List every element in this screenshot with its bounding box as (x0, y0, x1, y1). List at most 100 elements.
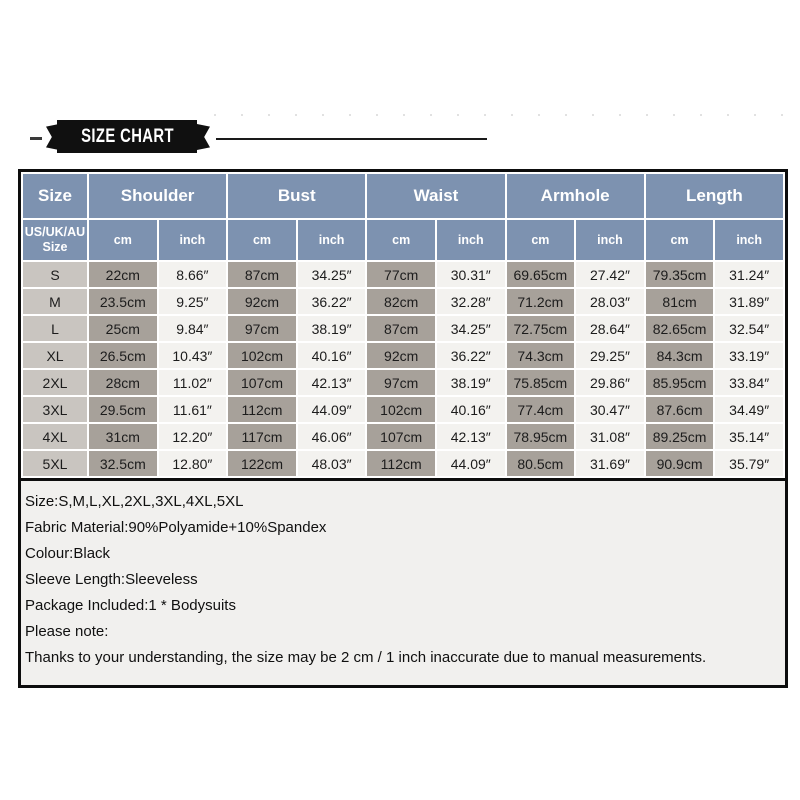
cell-measurement: 28.64″ (576, 316, 644, 341)
note-line: Size:S,M,L,XL,2XL,3XL,4XL,5XL (25, 493, 244, 510)
cell-measurement: 12.20″ (158, 424, 227, 449)
cell-measurement: 30.47″ (576, 397, 644, 422)
cell-measurement: 12.80″ (158, 451, 227, 476)
note-line: Fabric Material:90%Polyamide+10%Spandex (25, 519, 327, 536)
unit-cm-label: cm (89, 220, 157, 260)
table-row: 3XL 29.5cm 11.61″ 112cm 44.09″ 102cm 40.16″ 77.… (23, 397, 783, 422)
cell-measurement: 90.9cm (645, 451, 714, 476)
cell-measurement: 102cm (228, 343, 296, 368)
table-header-units: US/UK/AU Size cm inch cm inch cm inch cm… (23, 220, 783, 260)
cell-measurement: 38.19″ (436, 370, 505, 395)
cell-measurement: 112cm (367, 451, 435, 476)
cell-measurement: 11.02″ (158, 370, 227, 395)
cell-measurement: 31.69″ (576, 451, 644, 476)
cell-measurement: 11.61″ (158, 397, 227, 422)
cell-measurement: 29.5cm (89, 397, 157, 422)
unit-inch-label: inch (715, 220, 783, 260)
cell-measurement: 35.79″ (715, 451, 783, 476)
decorative-dash (30, 137, 42, 140)
unit-cm-label: cm (367, 220, 435, 260)
cell-measurement: 31cm (89, 424, 157, 449)
cell-measurement: 36.22″ (436, 343, 505, 368)
cell-size-label: 4XL (23, 424, 87, 449)
cell-measurement: 10.43″ (158, 343, 227, 368)
cell-measurement: 9.84″ (158, 316, 227, 341)
product-notes: Size:S,M,L,XL,2XL,3XL,4XL,5XL Fabric Mate… (21, 478, 785, 685)
cell-measurement: 27.42″ (576, 262, 644, 287)
table-row: 5XL 32.5cm 12.80″ 122cm 48.03″ 112cm 44.09″ 80.… (23, 451, 783, 476)
cell-measurement: 38.19″ (297, 316, 366, 341)
cell-measurement: 44.09″ (297, 397, 366, 422)
cell-measurement: 35.14″ (715, 424, 783, 449)
cell-measurement: 32.5cm (89, 451, 157, 476)
cell-measurement: 31.24″ (715, 262, 783, 287)
unit-cm-label: cm (506, 220, 575, 260)
divider-line (216, 138, 487, 140)
cell-size-label: 3XL (23, 397, 87, 422)
cell-measurement: 34.25″ (436, 316, 505, 341)
cell-measurement: 117cm (228, 424, 296, 449)
table-row: 2XL 28cm 11.02″ 107cm 42.13″ 97cm 38.19″ 75.85c… (23, 370, 783, 395)
cell-size-label: 2XL (23, 370, 87, 395)
cell-measurement: 34.49″ (715, 397, 783, 422)
cell-size-label: L (23, 316, 87, 341)
cell-measurement: 34.25″ (297, 262, 366, 287)
cell-measurement: 89.25cm (645, 424, 714, 449)
cell-measurement: 30.31″ (436, 262, 505, 287)
cell-size-label: XL (23, 343, 87, 368)
cell-measurement: 31.08″ (576, 424, 644, 449)
col-header-bust: Bust (228, 174, 366, 218)
cell-measurement: 102cm (367, 397, 435, 422)
note-line: Thanks to your understanding, the size m… (25, 649, 707, 666)
cell-measurement: 28.03″ (576, 289, 644, 314)
table-row: 4XL 31cm 12.20″ 117cm 46.06″ 107cm 42.13″ 78.95… (23, 424, 783, 449)
cell-measurement: 36.22″ (297, 289, 366, 314)
cell-measurement: 82cm (367, 289, 435, 314)
cell-measurement: 44.09″ (436, 451, 505, 476)
cell-measurement: 97cm (228, 316, 296, 341)
cell-measurement: 107cm (228, 370, 296, 395)
cell-measurement: 46.06″ (297, 424, 366, 449)
col-header-armhole: Armhole (506, 174, 644, 218)
cell-measurement: 71.2cm (506, 289, 575, 314)
cell-measurement: 74.3cm (506, 343, 575, 368)
col-header-shoulder: Shoulder (89, 174, 227, 218)
cell-measurement: 69.65cm (506, 262, 575, 287)
size-table: Size Shoulder Bust Waist Armhole Length … (21, 172, 785, 478)
cell-measurement: 33.19″ (715, 343, 783, 368)
col-header-size: Size (23, 174, 87, 218)
cell-measurement: 42.13″ (297, 370, 366, 395)
dotted-divider (214, 114, 790, 116)
col-header-waist: Waist (367, 174, 505, 218)
cell-measurement: 8.66″ (158, 262, 227, 287)
cell-measurement: 72.75cm (506, 316, 575, 341)
cell-measurement: 85.95cm (645, 370, 714, 395)
cell-size-label: M (23, 289, 87, 314)
cell-measurement: 9.25″ (158, 289, 227, 314)
unit-inch-label: inch (158, 220, 227, 260)
cell-measurement: 28cm (89, 370, 157, 395)
cell-measurement: 112cm (228, 397, 296, 422)
cell-measurement: 29.25″ (576, 343, 644, 368)
cell-measurement: 97cm (367, 370, 435, 395)
cell-measurement: 87cm (228, 262, 296, 287)
cell-measurement: 42.13″ (436, 424, 505, 449)
cell-measurement: 122cm (228, 451, 296, 476)
cell-size-label: S (23, 262, 87, 287)
unit-cm-label: cm (645, 220, 714, 260)
col-header-length: Length (645, 174, 783, 218)
cell-measurement: 87.6cm (645, 397, 714, 422)
table-row: S 22cm 8.66″ 87cm 34.25″ 77cm 30.31″ 69.65cm 27.… (23, 262, 783, 287)
size-chart-box: Size Shoulder Bust Waist Armhole Length … (18, 169, 788, 688)
table-row: L 25cm 9.84″ 97cm 38.19″ 87cm 34.25″ 72.75cm 28.… (23, 316, 783, 341)
note-line: Sleeve Length:Sleeveless (25, 571, 198, 588)
cell-measurement: 77.4cm (506, 397, 575, 422)
cell-measurement: 26.5cm (89, 343, 157, 368)
cell-measurement: 80.5cm (506, 451, 575, 476)
cell-measurement: 32.54″ (715, 316, 783, 341)
cell-measurement: 82.65cm (645, 316, 714, 341)
table-row: M 23.5cm 9.25″ 92cm 36.22″ 82cm 32.28″ 71.2cm 28… (23, 289, 783, 314)
unit-inch-label: inch (436, 220, 505, 260)
cell-measurement: 92cm (367, 343, 435, 368)
cell-measurement: 92cm (228, 289, 296, 314)
